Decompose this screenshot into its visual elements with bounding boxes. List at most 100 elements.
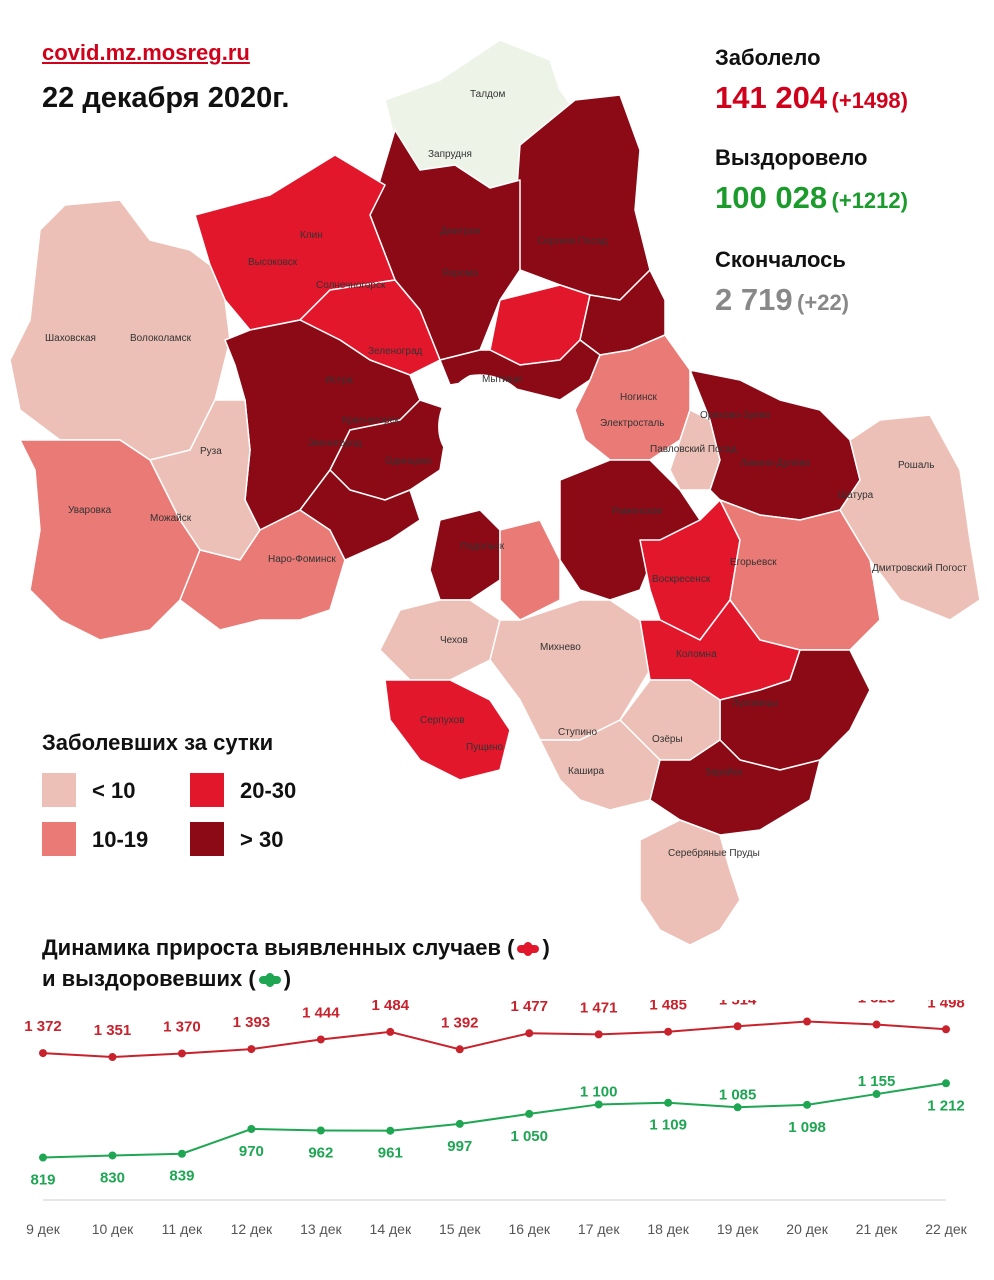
died-value: 2 719 [715, 282, 793, 317]
map-label: Егорьевск [730, 557, 777, 568]
district-podolsk [429, 509, 501, 601]
map-label: Зеленоград [368, 346, 423, 357]
recovered-label: Выздоровело [715, 145, 868, 170]
map-label: Уваровка [68, 505, 112, 516]
legend-label-10-19: 10-19 [92, 827, 149, 852]
data-point [386, 1126, 395, 1135]
data-label: 1 109 [649, 1117, 687, 1134]
map-label: Дмитров [440, 226, 480, 237]
data-label: 1 370 [163, 1018, 201, 1035]
data-point [942, 1025, 950, 1034]
legend-swatch-gt30 [190, 822, 224, 856]
map-label: Михнево [540, 642, 581, 653]
x-tick-label: 22 дек [925, 1221, 967, 1237]
data-label: 1 085 [719, 1086, 757, 1103]
data-label: 1 484 [372, 1000, 410, 1014]
x-tick-label: 10 дек [92, 1221, 134, 1237]
district-zaraysk [649, 739, 821, 836]
map-label: Павловский Посад [650, 444, 737, 455]
district-serebryanye-prudy [639, 819, 741, 946]
data-label: 1 100 [580, 1083, 618, 1100]
series-line-0 [42, 1020, 947, 1059]
map-label: Клин [300, 230, 323, 241]
map-label: Истра [325, 375, 353, 386]
data-label: 1 498 [927, 1000, 965, 1011]
data-point [594, 1100, 603, 1109]
data-point [247, 1125, 256, 1133]
data-point [525, 1029, 534, 1038]
map-label: Ногинск [620, 392, 658, 403]
data-label: 1 393 [233, 1014, 271, 1031]
data-label: 1 392 [441, 1014, 479, 1031]
data-label: 1 372 [24, 1018, 62, 1035]
data-label: 1 212 [927, 1097, 965, 1114]
map-label: Коломна [676, 649, 717, 660]
data-point [525, 1109, 534, 1118]
infected-value: 141 204 [715, 80, 828, 115]
data-point [316, 1035, 325, 1044]
x-tick-label: 17 дек [578, 1221, 620, 1237]
data-label: 819 [30, 1172, 55, 1189]
series-line-1 [42, 1082, 947, 1159]
legend-swatch-lt10 [42, 773, 76, 807]
map-label: Луховицы [732, 698, 778, 709]
district-odintsovo [299, 469, 421, 561]
data-point [386, 1027, 395, 1036]
map-label: Воскресенск [652, 574, 711, 585]
district-egoryevsk [719, 499, 881, 651]
map-label: Ступино [558, 727, 597, 738]
legend-swatch-10-19 [42, 822, 76, 856]
map-label: Озёры [652, 734, 683, 745]
data-label: 1 155 [858, 1073, 896, 1090]
district-serpukhov [384, 679, 511, 781]
chart-title: Динамика прироста выявленных случаев () … [42, 932, 550, 994]
chart-title-close2: ) [283, 966, 292, 991]
data-label: 1 514 [719, 1000, 757, 1008]
data-point [108, 1151, 117, 1160]
site-link[interactable]: covid.mz.mosreg.ru [42, 40, 250, 65]
data-point [872, 1020, 881, 1029]
x-tick-label: 18 дек [647, 1221, 689, 1237]
data-point [39, 1049, 47, 1058]
map-label: Кашира [568, 766, 605, 777]
line-chart: 1 372 1 351 1 370 1 393 1 444 1 484 1 392 1 477… [24, 1000, 967, 1237]
district-noginsk [574, 334, 691, 461]
data-label: 997 [447, 1138, 472, 1155]
map-label: Ликино-Дулёво [740, 458, 811, 469]
district-naro-fominsk [179, 509, 346, 631]
data-label: 1 539 [788, 1000, 826, 1004]
chart-title-close1: ) [542, 935, 550, 960]
data-label: 1 523 [858, 1000, 896, 1007]
data-point [733, 1103, 742, 1112]
map-label: Волоколамск [130, 333, 192, 344]
data-point [455, 1045, 464, 1054]
map-label: Шаховская [45, 333, 96, 344]
infected-delta: (+1498) [831, 88, 908, 113]
data-label: 961 [378, 1145, 403, 1162]
data-label: 839 [169, 1168, 194, 1185]
data-point [733, 1022, 742, 1031]
data-point [594, 1030, 603, 1039]
map-label: Запрудня [428, 149, 472, 160]
data-label: 1 471 [580, 1000, 618, 1016]
recovered-stat: 100 028 (+1212) [715, 180, 908, 216]
map-label: Рошаль [898, 460, 934, 471]
map-label: Руза [200, 446, 222, 457]
x-tick-label: 14 дек [370, 1221, 412, 1237]
died-delta: (+22) [797, 290, 850, 315]
map-label: Можайск [150, 513, 192, 524]
x-tick-label: 15 дек [439, 1221, 481, 1237]
district-shakhovskaya [9, 199, 231, 461]
map-label: Талдом [470, 89, 505, 100]
map-label: Шатура [838, 490, 874, 501]
x-tick-label: 13 дек [300, 1221, 342, 1237]
x-tick-label: 9 дек [26, 1221, 61, 1237]
map-label: Электросталь [600, 418, 665, 429]
x-tick-label: 12 дек [231, 1221, 273, 1237]
data-label: 1 477 [510, 1000, 548, 1015]
data-point [803, 1017, 812, 1026]
report-date: 22 декабря 2020г. [42, 82, 290, 114]
region-map: Талдом Запрудня Дмитров Сергиев Посад Кл… [9, 39, 981, 946]
data-point [664, 1098, 673, 1107]
map-label: Мытищи [482, 374, 522, 385]
